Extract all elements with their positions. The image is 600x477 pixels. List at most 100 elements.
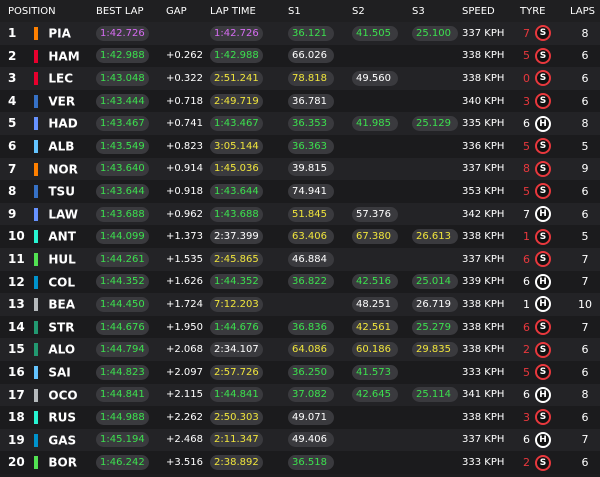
s2-cell [338, 158, 404, 181]
speed-value: 338 KPH [462, 321, 505, 333]
driver-code[interactable]: GAS [48, 433, 77, 448]
driver-code[interactable]: VER [48, 94, 76, 109]
gap-value: +1.626 [166, 276, 204, 288]
driver-code[interactable]: OCO [48, 388, 78, 403]
driver-code[interactable]: TSU [48, 184, 75, 199]
lap-value: 2:38.892 [210, 455, 263, 471]
best-lap-cell: 1:44.099 [96, 225, 166, 248]
position-cell: 20 BOR [0, 451, 96, 474]
table-row[interactable]: 9 LAW 1:43.688 +0.962 1:43.688 51.845 57… [0, 202, 600, 226]
team-color-bar [34, 72, 39, 86]
driver-code[interactable]: LAW [48, 207, 79, 222]
table-row[interactable]: 2 HAM 1:42.988 +0.262 1:42.988 66.026 33… [0, 44, 600, 68]
team-color-bar [34, 27, 39, 41]
table-row[interactable]: 15 ALO 1:44.794 +2.068 2:34.107 64.086 6… [0, 338, 600, 361]
s2-cell: 42.561 [338, 316, 404, 339]
driver-code[interactable]: HUL [48, 252, 76, 267]
header-s2[interactable]: S2 [352, 5, 365, 17]
lap-time-cell: 1:42.726 [210, 22, 274, 45]
tyre-age: 8 [523, 162, 530, 176]
header-position[interactable]: POSITION [8, 5, 56, 17]
driver-code[interactable]: SAI [48, 365, 71, 380]
s3-cell [404, 406, 462, 429]
s2-value [352, 101, 398, 105]
speed-value: 341 KPH [462, 389, 505, 401]
table-row[interactable]: 20 BOR 1:46.242 +3.516 2:38.892 36.518 3… [0, 451, 600, 474]
tyre-age: 6 [523, 388, 530, 402]
table-row[interactable]: 7 NOR 1:43.640 +0.914 1:45.036 39.815 33… [0, 157, 600, 181]
driver-code[interactable]: BOR [48, 455, 77, 470]
table-row[interactable]: 11 HUL 1:44.261 +1.535 2:45.865 46.884 3… [0, 247, 600, 271]
best-lap-cell: 1:44.352 [96, 271, 166, 294]
laps-value: 6 [581, 184, 589, 198]
table-row[interactable]: 6 ALB 1:43.549 +0.823 3:05.144 36.363 33… [0, 134, 600, 158]
position-number: 14 [8, 319, 25, 334]
table-row[interactable]: 3 LEC 1:43.048 +0.322 2:51.241 78.818 49… [0, 67, 600, 90]
s2-cell [338, 451, 404, 474]
header-s3[interactable]: S3 [412, 5, 425, 17]
driver-code[interactable]: ALO [48, 342, 76, 357]
best-lap-cell: 1:44.794 [96, 338, 166, 361]
table-row[interactable]: 5 HAD 1:43.467 +0.741 1:43.467 36.353 41… [0, 112, 600, 135]
s1-cell: 74.941 [274, 180, 338, 203]
table-row[interactable]: 17 OCO 1:44.841 +2.115 1:44.841 37.082 4… [0, 383, 600, 407]
header-lap-time[interactable]: LAP TIME [210, 5, 256, 17]
driver-code[interactable]: PIA [48, 26, 71, 41]
driver-code[interactable]: RUS [48, 410, 77, 425]
s3-value [412, 168, 458, 172]
header-laps[interactable]: LAPS [570, 5, 596, 17]
position-cell: 14 STR [0, 316, 96, 339]
table-row[interactable]: 14 STR 1:44.676 +1.950 1:44.676 36.836 4… [0, 315, 600, 339]
s3-cell [404, 90, 462, 113]
laps-value: 8 [581, 388, 589, 402]
tyre-cell: 1 H [520, 293, 570, 316]
lap-value: 2:37.399 [210, 229, 263, 245]
driver-code[interactable]: ALB [48, 139, 75, 154]
header-speed[interactable]: SPEED [462, 5, 495, 17]
team-color-bar [34, 162, 39, 176]
tyre-cell: 3 S [520, 90, 570, 113]
table-row[interactable]: 16 SAI 1:44.823 +2.097 2:57.726 36.250 4… [0, 360, 600, 384]
header-best-lap[interactable]: BEST LAP [96, 5, 144, 17]
position-cell: 15 ALO [0, 338, 96, 361]
driver-code[interactable]: ANT [48, 229, 76, 244]
driver-code[interactable]: STR [48, 320, 75, 335]
speed-value: 337 KPH [462, 163, 505, 175]
tyre-cell: 2 S [520, 451, 570, 474]
laps-value: 6 [581, 365, 589, 379]
header-tyre[interactable]: TYRE [520, 5, 546, 17]
best-value: 1:44.352 [96, 274, 149, 290]
driver-code[interactable]: COL [48, 275, 76, 290]
s3-cell: 25.014 [404, 271, 462, 294]
s3-value: 26.613 [412, 229, 458, 245]
position-cell: 9 LAW [0, 203, 96, 226]
s3-value [412, 417, 458, 421]
driver-code[interactable]: NOR [48, 162, 78, 177]
header-gap[interactable]: GAP [166, 5, 187, 17]
table-row[interactable]: 10 ANT 1:44.099 +1.373 2:37.399 63.406 6… [0, 225, 600, 248]
gap-value: +2.068 [166, 344, 204, 356]
header-s1[interactable]: S1 [288, 5, 301, 17]
table-row[interactable]: 12 COL 1:44.352 +1.626 1:44.352 36.822 4… [0, 270, 600, 294]
tyre-cell: 5 S [520, 180, 570, 203]
tyre-age: 5 [523, 49, 530, 63]
table-row[interactable]: 8 TSU 1:43.644 +0.918 1:43.644 74.941 35… [0, 180, 600, 203]
position-cell: 12 COL [0, 271, 96, 294]
s2-cell: 42.516 [338, 271, 404, 294]
table-row[interactable]: 18 RUS 1:44.988 +2.262 2:50.303 49.071 3… [0, 406, 600, 429]
table-row[interactable]: 19 GAS 1:45.194 +2.468 2:11.347 49.406 3… [0, 428, 600, 452]
driver-code[interactable]: BEA [48, 297, 76, 312]
table-row[interactable]: 4 VER 1:43.444 +0.718 2:49.719 36.781 34… [0, 89, 600, 113]
team-color-bar [34, 49, 39, 63]
driver-code[interactable]: LEC [48, 71, 74, 86]
best-lap-cell: 1:43.444 [96, 90, 166, 113]
tyre-compound-icon: S [535, 228, 551, 245]
gap-value: +1.373 [166, 231, 204, 243]
lap-value: 2:49.719 [210, 93, 263, 109]
driver-code[interactable]: HAM [48, 49, 80, 64]
lap-value: 1:42.726 [210, 25, 263, 41]
table-row[interactable]: 13 BEA 1:44.450 +1.724 7:12.203 48.251 2… [0, 293, 600, 316]
table-row[interactable]: 1 PIA 1:42.726 1:42.726 36.121 41.505 25… [0, 22, 600, 45]
driver-code[interactable]: HAD [48, 116, 78, 131]
s3-value: 25.279 [412, 319, 458, 335]
